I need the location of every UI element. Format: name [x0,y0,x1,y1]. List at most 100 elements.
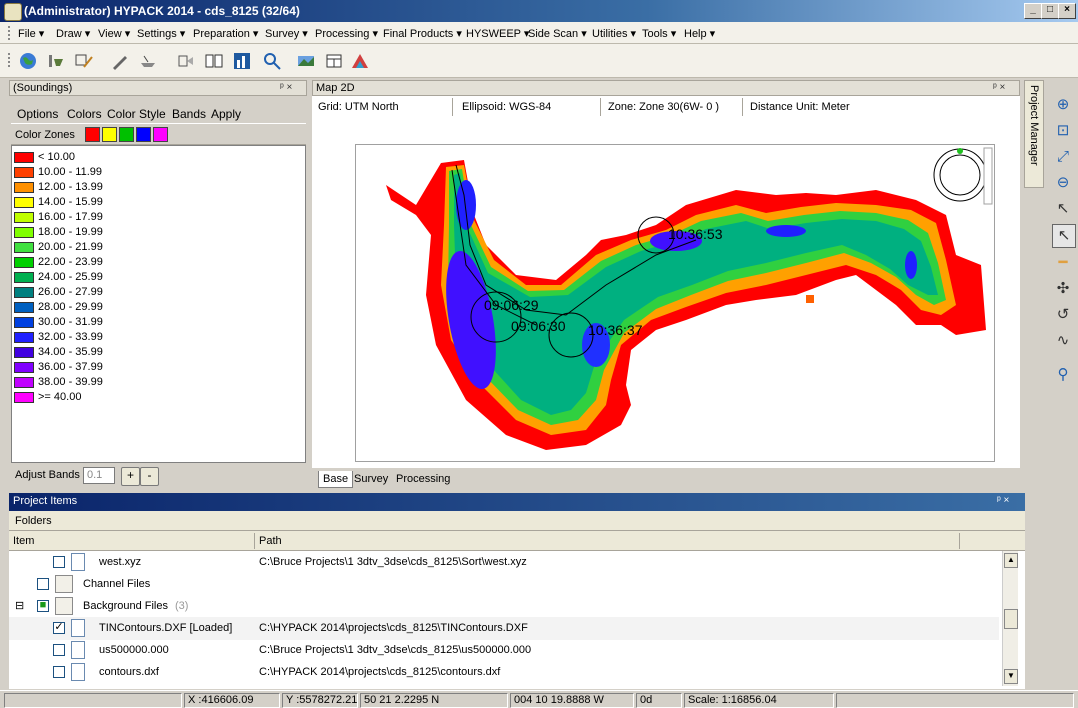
scroll-thumb[interactable] [1004,609,1018,629]
tree-row[interactable]: contours.dxf C:\HYPACK 2014\projects\cds_… [9,661,999,684]
color-band-swatch[interactable] [14,152,34,163]
map-canvas[interactable]: 09:06:29 09:06:30 10:36:37 10:36:53 [355,144,995,462]
north-arrow-icon[interactable]: ✣ [1056,280,1070,297]
undo-icon[interactable]: ↺ [1056,306,1070,323]
soundings-menu-bands[interactable]: Bands [172,107,207,121]
soundings-menu-apply[interactable]: Apply [211,107,242,121]
scroll-down-arrow[interactable]: ▼ [1004,669,1018,684]
scroll-up-arrow[interactable]: ▲ [1004,553,1018,568]
select-query-icon[interactable]: ↖ [1056,200,1070,217]
pencil-icon[interactable] [110,51,130,71]
survey-boat-icon[interactable] [138,51,158,71]
vertical-scrollbar[interactable]: ▲ ▼ [1002,551,1018,686]
toolbar-grip[interactable] [8,53,13,67]
row-checkbox[interactable] [53,666,65,678]
color-band-swatch[interactable] [14,212,34,223]
color-band-swatch[interactable] [14,197,34,208]
color-band-swatch[interactable] [14,377,34,388]
zone-swatch-green[interactable] [119,127,134,142]
terrain-icon[interactable] [296,51,316,71]
map-pin-close[interactable]: ᵖ × [993,82,1006,93]
maximize-button[interactable]: □ [1041,3,1059,19]
menu-processing[interactable]: Processing ▾ [315,28,378,40]
tab-base[interactable]: Base [318,471,354,488]
color-band-swatch[interactable] [14,302,34,313]
tree-row[interactable]: ✓ TINContours.DXF [Loaded] C:\HYPACK 2014\… [9,617,999,640]
tree-row[interactable]: west.xyz C:\Bruce Projects\1 3dtv_3dse\cd… [9,551,999,574]
collapse-toggle-icon[interactable]: ⊟ [15,600,25,612]
column-item[interactable]: Item [13,535,35,547]
book-icon[interactable] [204,51,224,71]
pointer-icon[interactable]: ↖ [1052,224,1076,248]
color-band-swatch[interactable] [14,347,34,358]
menu-settings[interactable]: Settings ▾ [137,28,186,40]
soundings-menu-options[interactable]: Options [17,107,59,121]
zoom-in-icon[interactable]: ⊕ [1056,96,1070,113]
project-manager-tab[interactable]: Project Manager [1024,80,1044,188]
color-band-list[interactable]: < 10.00 10.00 - 11.99 12.00 - 13.99 14.00 -… [11,145,306,463]
ruler-icon[interactable]: ━ [1058,254,1068,271]
calibration-icon[interactable] [262,51,282,71]
zoom-extents-icon[interactable]: ⤢ [1056,148,1069,165]
close-button[interactable]: × [1058,3,1076,19]
menubar-grip[interactable] [8,26,13,40]
measure-icon[interactable]: ∿ [1056,332,1070,349]
menu-hysweep[interactable]: HYSWEEP ▾ [466,28,530,40]
adjust-bands-input[interactable]: 0.1 [83,467,115,484]
column-path[interactable]: Path [259,535,282,547]
menu-utilities[interactable]: Utilities ▾ [592,28,637,40]
chart-icon[interactable] [232,51,252,71]
color-band-swatch[interactable] [14,257,34,268]
color-band-swatch[interactable] [14,362,34,373]
soundings-menu-color-style[interactable]: Color Style [107,107,166,121]
menu-final-products[interactable]: Final Products ▾ [383,28,462,40]
project-items-pin-close[interactable]: ᵖ × [997,495,1010,506]
color-band-swatch[interactable] [14,332,34,343]
color-band-swatch[interactable] [14,392,34,403]
menu-file[interactable]: File ▾ [18,28,45,40]
color-band-swatch[interactable] [14,227,34,238]
color-band-swatch[interactable] [14,272,34,283]
tree-row[interactable]: ⊟ ■ Background Files (3) [9,595,999,618]
menu-survey[interactable]: Survey ▾ [265,28,308,40]
row-checkbox[interactable] [53,556,65,568]
tree-row[interactable]: Channel Files [9,573,999,596]
zone-swatch-yellow[interactable] [102,127,117,142]
tide-icon[interactable]: ⚲ [1057,366,1069,383]
menu-view[interactable]: View ▾ [98,28,131,40]
draw-lines-icon[interactable] [74,51,94,71]
row-checkbox[interactable] [37,578,49,590]
row-checkbox[interactable] [53,644,65,656]
zone-swatch-red[interactable] [85,127,100,142]
decrease-band-button[interactable]: - [140,467,159,486]
zoom-window-icon[interactable]: ⊡ [1056,122,1070,139]
tab-processing[interactable]: Processing [396,473,451,485]
map-scroll-indicator[interactable] [983,147,993,205]
menu-help[interactable]: Help ▾ [684,28,716,40]
color-band-swatch[interactable] [14,167,34,178]
menu-side-scan[interactable]: Side Scan ▾ [528,28,587,40]
soundings-pin-close[interactable]: ᵖ × [280,82,293,93]
row-checkbox[interactable]: ■ [37,600,49,612]
soundings-menu-colors[interactable]: Colors [67,107,102,121]
color-band-swatch[interactable] [14,287,34,298]
zone-swatch-blue[interactable] [136,127,151,142]
color-band-swatch[interactable] [14,182,34,193]
bathymetry-map[interactable]: 09:06:29 09:06:30 10:36:37 10:36:53 [356,145,994,461]
globe-icon[interactable] [18,51,38,71]
menu-tools[interactable]: Tools ▾ [642,28,677,40]
zone-swatch-magenta[interactable] [153,127,168,142]
mountain-icon[interactable] [350,51,370,71]
tab-survey[interactable]: Survey [354,473,389,485]
minimize-button[interactable]: _ [1024,3,1042,19]
boat-tree-icon[interactable] [46,51,66,71]
color-band-swatch[interactable] [14,242,34,253]
column-divider[interactable] [959,533,960,549]
row-checkbox[interactable]: ✓ [53,621,65,634]
zoom-previous-icon[interactable]: ⊖ [1056,174,1070,191]
menu-preparation[interactable]: Preparation ▾ [193,28,259,40]
increase-band-button[interactable]: + [121,467,140,486]
column-divider[interactable] [254,533,255,549]
table-icon[interactable] [324,51,344,71]
tree-row[interactable]: us500000.000 C:\Bruce Projects\1 3dtv_3ds… [9,639,999,662]
